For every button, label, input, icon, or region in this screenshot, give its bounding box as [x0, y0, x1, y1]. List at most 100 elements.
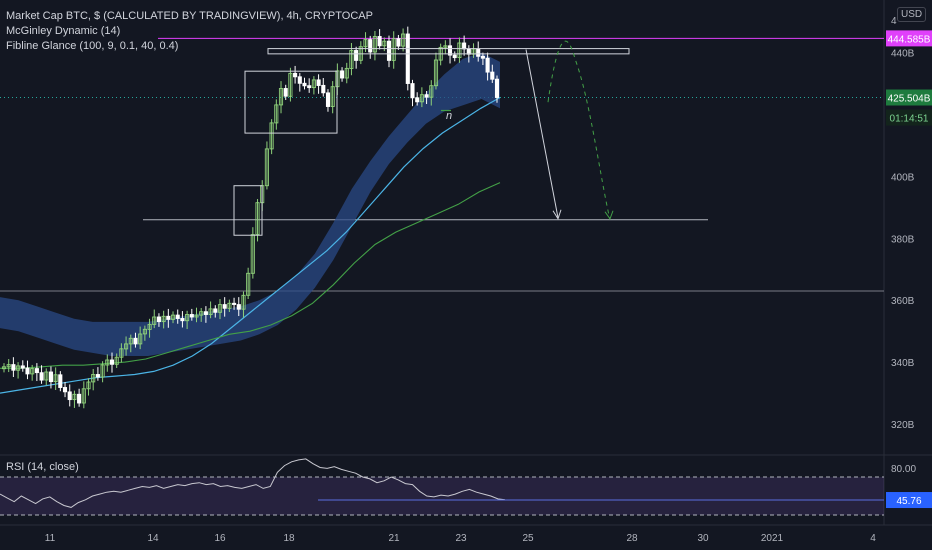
candle-body [133, 337, 138, 345]
x-tick-label: 11 [45, 533, 56, 544]
candle-body [241, 294, 246, 310]
x-tick-label: 30 [697, 533, 709, 544]
mcginley-line [0, 96, 501, 394]
candle-body [100, 364, 105, 378]
candle-body [142, 328, 147, 335]
candle-body [25, 367, 30, 375]
x-tick-label: 16 [214, 533, 226, 544]
candle-body [330, 86, 335, 107]
candle-body [485, 57, 490, 73]
candle-body [30, 368, 35, 375]
candle-body [91, 374, 96, 383]
candle-body [429, 85, 434, 98]
y-tick-label: 400B [891, 172, 915, 183]
candle-body [180, 318, 185, 322]
countdown-tag: 01:14:51 [890, 114, 929, 125]
candle-body [307, 85, 312, 89]
projection-dashed-head [604, 210, 614, 220]
rsi-line [0, 458, 506, 508]
candle-body [72, 393, 77, 401]
candle-body [222, 304, 227, 309]
candle-body [58, 374, 63, 388]
currency-button[interactable]: USD [897, 7, 927, 22]
candle-body [246, 272, 251, 296]
candle-body [105, 359, 110, 366]
projection-arrow [525, 49, 559, 218]
candle-body [494, 78, 500, 98]
x-tick-label: 18 [283, 533, 295, 544]
candle-body [457, 42, 462, 58]
candle-body [490, 71, 495, 80]
candle-body [189, 314, 194, 318]
candle-body [264, 148, 269, 187]
candle-body [156, 316, 161, 323]
fibline-legend[interactable]: Fibline Glance (100, 9, 0.1, 40, 0.4) [6, 40, 179, 52]
candle-body [152, 316, 157, 325]
candle-body [48, 371, 54, 383]
candle-body [109, 359, 115, 365]
x-tick-label: 4 [870, 533, 876, 544]
candle-body [462, 42, 467, 50]
candle-body [44, 371, 49, 381]
rsi-legend[interactable]: RSI (14, close) [6, 461, 79, 473]
candle-body [255, 202, 260, 236]
candle-body [396, 38, 401, 47]
candle-body [1, 366, 7, 370]
candle-body [401, 33, 406, 47]
candle-body [175, 314, 180, 319]
projection-dashed-curve [547, 40, 611, 220]
candle-body [62, 387, 68, 393]
symbol-title[interactable]: Market Cap BTC, $ (CALCULATED BY TRADING… [6, 10, 373, 22]
candle-body [368, 39, 373, 53]
candle-body [170, 314, 176, 320]
candle-body [372, 36, 377, 53]
y-tick-label-top: 4 [891, 16, 897, 27]
candle-body [203, 311, 208, 315]
rsi-value-tag-bg [886, 492, 932, 509]
candle-body [349, 50, 354, 69]
y-tick-label: 340B [891, 358, 915, 369]
candle-body [476, 48, 481, 57]
candle-body [53, 374, 58, 383]
candle-body [124, 343, 129, 350]
candle-body [302, 82, 307, 87]
candle-body [67, 391, 72, 401]
x-tick-label: 2021 [761, 533, 784, 544]
range-box [267, 48, 630, 55]
candle-body [405, 33, 410, 84]
candle-body [161, 315, 166, 323]
candle-body [433, 59, 439, 87]
x-tick-label: 28 [626, 533, 638, 544]
candle-body [194, 314, 199, 318]
fibline-line [0, 182, 501, 369]
candle-body [363, 39, 368, 48]
candle-body [6, 364, 11, 368]
candle-body [415, 97, 420, 103]
fibline-glance-band [0, 52, 500, 356]
x-tick-label: 14 [147, 533, 159, 544]
candle-body [11, 364, 16, 371]
candle-body [480, 55, 485, 59]
x-tick-label: 23 [455, 533, 467, 544]
x-tick-label: 21 [388, 533, 400, 544]
candle-body [293, 72, 298, 78]
candle-body [278, 88, 284, 106]
candle-body [250, 234, 255, 274]
candle-body [147, 323, 152, 330]
candle-body [443, 45, 448, 48]
candle-body [283, 88, 288, 97]
candle-body [138, 333, 143, 345]
annotation-n: n [446, 110, 452, 122]
chart-legend: Market Cap BTC, $ (CALCULATED BY TRADING… [6, 9, 373, 54]
candle-body [316, 79, 321, 86]
candle-body [419, 94, 424, 103]
candle-body [447, 45, 453, 56]
candle-body [288, 72, 293, 97]
mcginley-legend[interactable]: McGinley Dynamic (14) [6, 25, 121, 37]
y-tick-label: 380B [891, 234, 915, 245]
candles [1, 26, 500, 409]
candle-body [452, 54, 457, 59]
candle-body [424, 94, 429, 98]
